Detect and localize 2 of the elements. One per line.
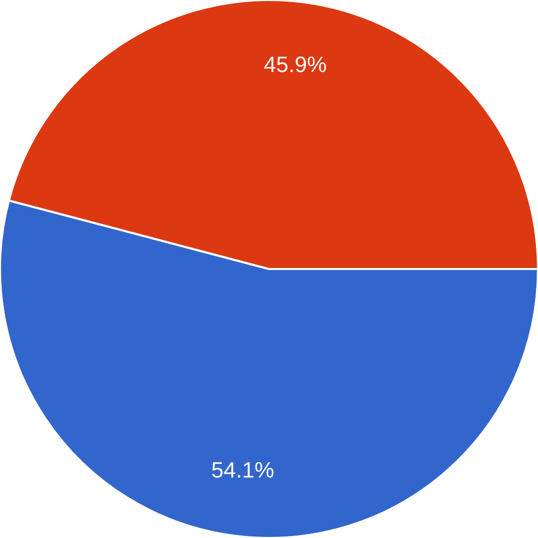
data-label: 54.1%: [212, 462, 274, 478]
data-label: 45.9%: [264, 56, 326, 72]
